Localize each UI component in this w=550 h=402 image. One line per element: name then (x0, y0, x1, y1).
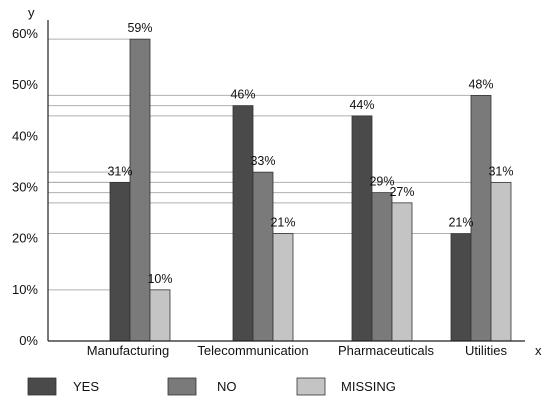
data-label: 21% (270, 216, 295, 230)
y-tick-label: 20% (12, 231, 38, 246)
data-label: 48% (468, 77, 493, 91)
data-label: 10% (147, 272, 172, 286)
category-label: Manufacturing (87, 343, 169, 358)
y-tick-label: 10% (12, 282, 38, 297)
y-tick-label: 60% (12, 26, 38, 41)
bar-no-utilities (470, 95, 492, 342)
bar-yes-telecommunication (232, 105, 254, 342)
bar-no-pharmaceuticals (371, 192, 393, 342)
legend-label: YES (73, 379, 99, 394)
data-label: 33% (250, 154, 275, 168)
y-tick-label: 30% (12, 180, 38, 195)
bar-missing-telecommunication (272, 233, 294, 342)
legend-label: NO (217, 379, 237, 394)
data-label: 31% (107, 164, 132, 178)
bar-missing-manufacturing (149, 289, 171, 342)
bar-no-manufacturing (129, 38, 151, 342)
bar-missing-utilities (490, 181, 512, 342)
data-label: 29% (369, 175, 394, 189)
data-labels: 31% 59% 10% 46% 33% 21% 44% 29%27% 21% 48% 31% (107, 21, 513, 286)
bars (109, 38, 512, 342)
data-label: 31% (488, 164, 513, 178)
data-label: 59% (127, 21, 152, 35)
bar-yes-pharmaceuticals (351, 115, 373, 342)
data-label: 21% (448, 216, 473, 230)
legend-swatch-missing (296, 377, 326, 396)
y-axis-label: y (28, 5, 35, 20)
legend-swatch-yes (27, 377, 57, 396)
y-tick-labels: 0% 10% 20% 30% 40% 50% 60% (12, 26, 38, 348)
category-label: Telecommunication (197, 343, 308, 358)
legend: YES NO MISSING (27, 377, 396, 396)
data-label: 27% (389, 185, 414, 199)
bar-missing-pharmaceuticals (391, 202, 413, 342)
y-tick-label: 0% (19, 333, 38, 348)
legend-label: MISSING (341, 379, 396, 394)
y-tick-label: 40% (12, 128, 38, 143)
category-labels: Manufacturing Telecommunication Pharmaceut… (87, 343, 508, 358)
y-tick-label: 50% (12, 77, 38, 92)
x-axis-label: x (535, 343, 542, 358)
legend-swatch-no (167, 377, 197, 396)
data-label: 46% (230, 88, 255, 102)
data-label: 44% (349, 98, 374, 112)
category-label: Pharmaceuticals (338, 343, 435, 358)
category-label: Utilities (465, 343, 507, 358)
bar-no-telecommunication (252, 171, 274, 342)
bar-yes-utilities (450, 233, 472, 342)
bar-yes-manufacturing (109, 181, 131, 342)
